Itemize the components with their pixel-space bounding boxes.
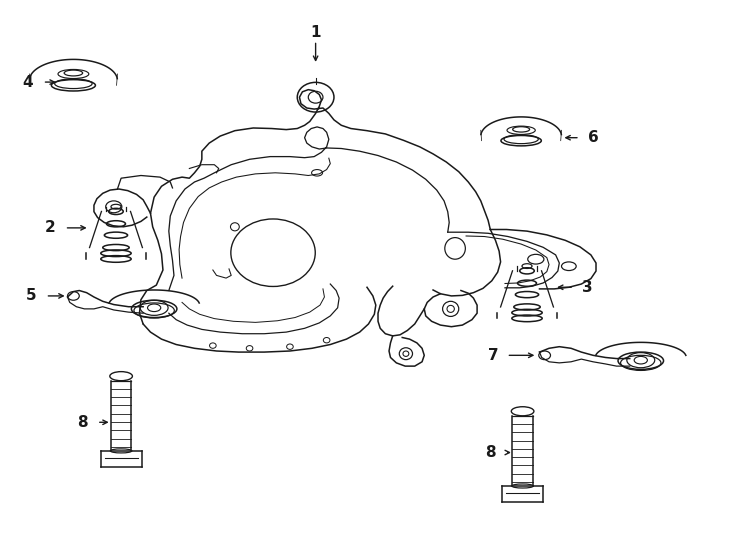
Text: 1: 1 — [310, 25, 321, 40]
Text: 8: 8 — [77, 415, 87, 430]
Text: 6: 6 — [588, 130, 598, 145]
Text: 3: 3 — [582, 280, 592, 295]
Text: 4: 4 — [23, 75, 33, 90]
Text: 7: 7 — [488, 348, 498, 363]
Text: 8: 8 — [485, 445, 495, 460]
Text: 2: 2 — [45, 220, 55, 235]
Text: 5: 5 — [26, 288, 37, 303]
